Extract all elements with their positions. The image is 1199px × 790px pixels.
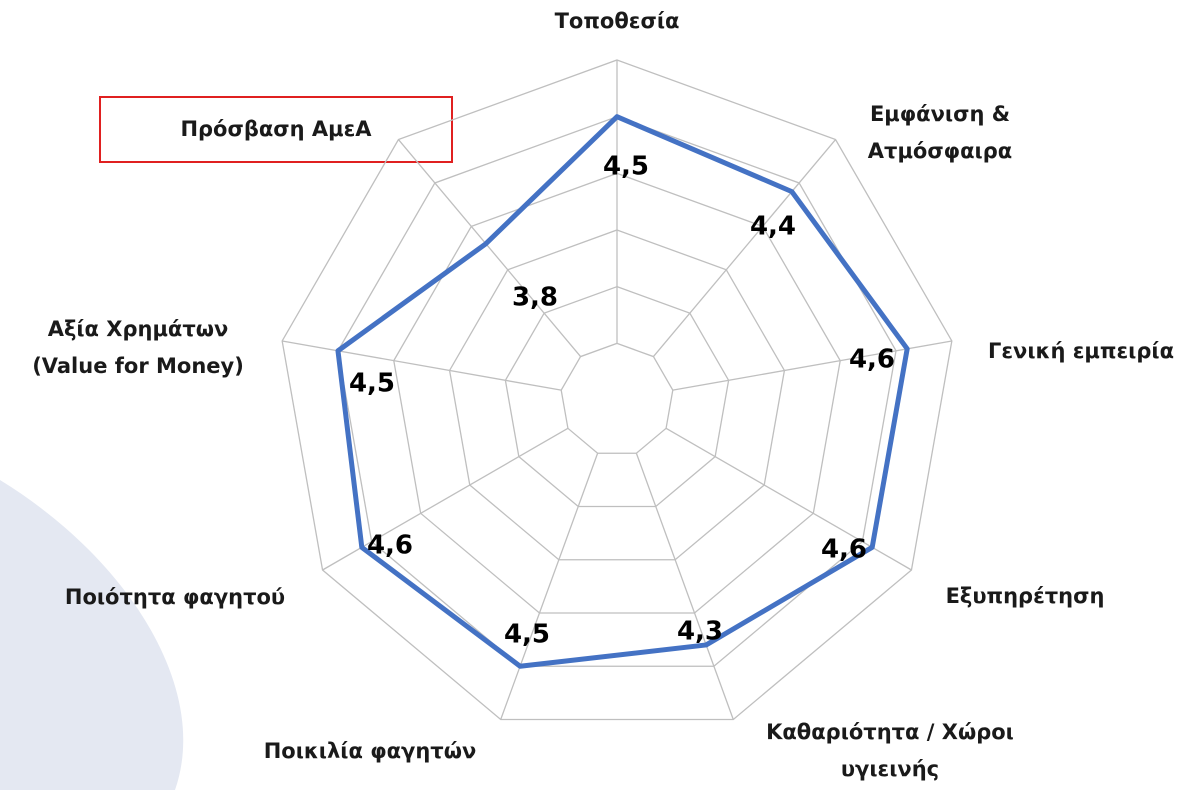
spoke [322, 427, 569, 571]
axis-label: Τοποθεσία [555, 9, 680, 33]
spoke [652, 139, 837, 358]
data-label: 3,8 [512, 283, 558, 313]
spoke [672, 340, 952, 391]
axis-label: Καθαριότητα / Χώροι [766, 720, 1014, 744]
axis-label: Γενική εμπειρία [988, 339, 1174, 363]
data-label: 4,4 [750, 212, 796, 242]
grid-ring [504, 285, 730, 508]
spoke [635, 453, 734, 720]
data-label: 4,5 [603, 152, 649, 182]
spoke [500, 453, 599, 720]
grid-ring [393, 172, 841, 614]
axis-label: Ποικιλία φαγητών [264, 739, 477, 763]
axis-label: Εξυπηρέτηση [946, 584, 1105, 608]
spoke [397, 139, 582, 358]
axis-label: Ατμόσφαιρα [868, 139, 1012, 163]
highlight-box [99, 96, 453, 163]
axis-label: Ποιότητα φαγητού [65, 585, 285, 609]
spoke [282, 340, 562, 391]
axis-label: Εμφάνιση & [870, 102, 1010, 126]
axis-label: υγιεινής [841, 757, 939, 781]
data-label: 4,6 [849, 345, 895, 375]
data-label: 4,6 [821, 535, 867, 565]
data-label: 4,3 [677, 617, 723, 647]
axis-label: (Value for Money) [32, 354, 244, 378]
grid-ring [560, 342, 674, 454]
grid-ring [281, 59, 953, 721]
background-shape [0, 480, 184, 790]
axis-label: Πρόσβαση ΑμεΑ [180, 117, 372, 141]
data-label: 4,6 [367, 531, 413, 561]
spoke [665, 427, 912, 571]
data-label: 4,5 [504, 620, 550, 650]
series-line [335, 114, 910, 669]
grid-ring [448, 229, 786, 561]
data-label: 4,5 [349, 369, 395, 399]
axis-label: Αξία Χρημάτων [48, 317, 229, 341]
